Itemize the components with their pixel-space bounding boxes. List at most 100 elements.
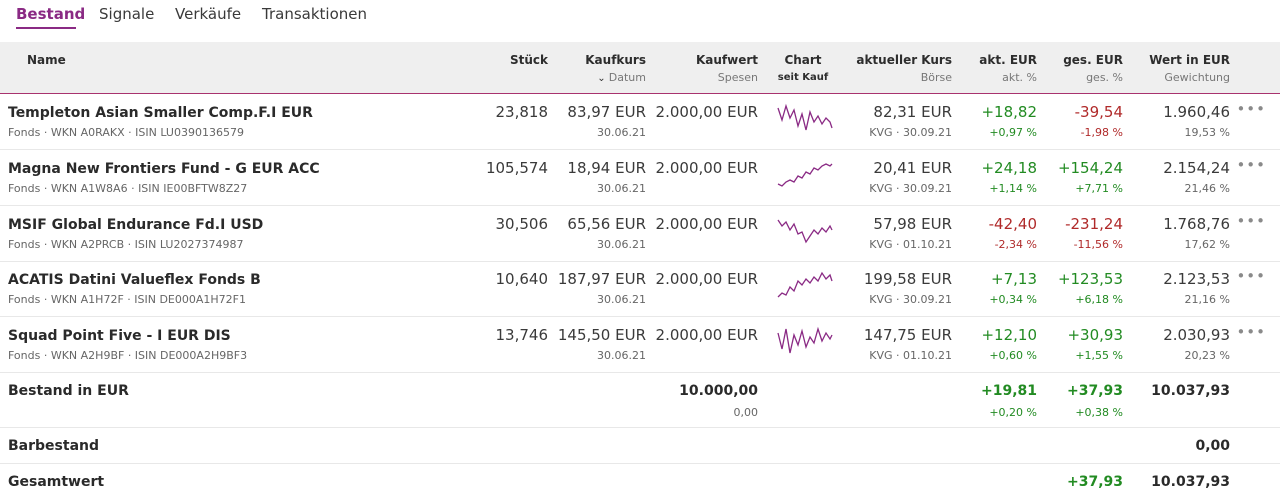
akt-eur-value: -42,40	[988, 214, 1037, 233]
kaufkurs-value: 18,94 EUR	[567, 158, 646, 177]
stueck-value: 10,640	[495, 270, 549, 289]
kaufwert-value: 2.000,00 EUR	[655, 214, 758, 233]
gewichtung-value: 17,62 %	[1184, 237, 1230, 251]
kaufdatum-value: 30.06.21	[597, 237, 646, 251]
more-horizontal-icon[interactable]: •••	[1236, 267, 1266, 286]
fund-name[interactable]: Squad Point Five - I EUR DIS	[8, 328, 231, 345]
barbestand-wert: 0,00	[1195, 438, 1230, 454]
ges-eur-value: -231,24	[1065, 214, 1123, 233]
tab-verkaeufe[interactable]: Verkäufe	[175, 5, 242, 23]
active-tab-indicator	[16, 27, 76, 29]
performance-sparkline[interactable]	[776, 323, 834, 359]
bestand-akt-eur: +19,81	[980, 383, 1037, 399]
tab-bar: Bestand Signale Verkäufe Transaktionen	[0, 0, 1280, 40]
col-kurs[interactable]: aktueller Kurs	[856, 53, 952, 67]
kurs-source: KVG · 30.09.21	[869, 181, 952, 195]
bestand-kaufwert: 10.000,00	[679, 383, 758, 399]
kurs-value: 199,58 EUR	[863, 270, 952, 289]
ges-eur-value: -39,54	[1074, 103, 1123, 121]
col-boerse[interactable]: Börse	[920, 71, 952, 84]
col-kaufkurs[interactable]: Kaufkurs	[585, 53, 646, 67]
fund-identifiers: Fonds · WKN A1W8A6 · ISIN IE00BFTW8Z27	[8, 181, 248, 195]
sparkline-path	[777, 272, 833, 298]
table-row[interactable]: Magna New Frontiers Fund - G EUR ACC Fond…	[0, 150, 1280, 206]
akt-eur-value: +24,18	[981, 158, 1037, 177]
wert-value: 2.123,53	[1163, 270, 1230, 289]
col-akt-eur[interactable]: akt. EUR	[979, 53, 1037, 67]
bestand-label: Bestand in EUR	[8, 383, 129, 399]
stueck-value: 13,746	[495, 326, 549, 345]
col-chart[interactable]: Chart	[784, 53, 822, 67]
kaufkurs-value: 145,50 EUR	[557, 326, 646, 345]
fund-identifiers: Fonds · WKN A2H9BF · ISIN DE000A2H9BF3	[8, 349, 248, 363]
col-akt-pct[interactable]: akt. %	[1002, 71, 1037, 84]
gesamt-wert: 10.037,93	[1151, 474, 1230, 490]
more-horizontal-icon[interactable]: •••	[1236, 211, 1266, 230]
more-horizontal-icon[interactable]: •••	[1236, 323, 1266, 342]
wert-value: 1.960,46	[1163, 103, 1230, 121]
col-spesen[interactable]: Spesen	[717, 71, 758, 84]
fund-name[interactable]: MSIF Global Endurance Fd.I USD	[8, 216, 264, 233]
wert-value: 1.768,76	[1163, 214, 1230, 233]
gewichtung-value: 20,23 %	[1184, 349, 1230, 363]
stueck-value: 30,506	[495, 214, 549, 233]
kaufwert-value: 2.000,00 EUR	[655, 270, 758, 289]
tab-signale[interactable]: Signale	[99, 5, 155, 23]
kaufkurs-value: 83,97 EUR	[567, 103, 646, 121]
ges-eur-value: +30,93	[1067, 326, 1123, 345]
sort-chevron-icon: ⌄	[597, 73, 609, 84]
fund-name[interactable]: ACATIS Datini Valueflex Fonds B	[8, 272, 261, 289]
ges-pct-value: +7,71 %	[1075, 181, 1123, 195]
table-row[interactable]: ACATIS Datini Valueflex Fonds B Fonds · W…	[0, 261, 1280, 318]
akt-pct-value: +0,34 %	[989, 293, 1037, 307]
kaufdatum-value: 30.06.21	[597, 126, 646, 139]
more-horizontal-icon[interactable]: •••	[1236, 100, 1266, 118]
summary-barbestand-row: Barbestand 0,00	[0, 428, 1280, 464]
bestand-ges-eur: +37,93	[1066, 383, 1123, 399]
more-horizontal-icon[interactable]: •••	[1236, 155, 1266, 174]
ges-pct-value: +1,55 %	[1075, 349, 1123, 363]
col-ges-eur[interactable]: ges. EUR	[1063, 53, 1123, 67]
performance-sparkline[interactable]	[776, 100, 834, 136]
gesamt-ges-eur: +37,93	[1066, 474, 1123, 490]
akt-eur-value: +7,13	[991, 270, 1037, 289]
col-datum[interactable]: ⌄ Datum	[597, 71, 646, 84]
summary-bestand-row: Bestand in EUR 10.000,00 0,00 +19,81 +0,…	[0, 373, 1280, 428]
col-kaufwert[interactable]: Kaufwert	[695, 53, 758, 67]
performance-sparkline[interactable]	[776, 156, 834, 192]
ges-eur-value: +123,53	[1057, 270, 1123, 289]
col-wert[interactable]: Wert in EUR	[1149, 53, 1230, 67]
kaufkurs-value: 65,56 EUR	[567, 214, 646, 233]
tab-transaktionen[interactable]: Transaktionen	[262, 5, 367, 23]
summary-gesamt-row: Gesamtwert +37,93 10.037,93	[0, 464, 1280, 497]
sparkline-path	[777, 103, 833, 131]
fund-name[interactable]: Templeton Asian Smaller Comp.F.I EUR	[8, 105, 313, 121]
akt-pct-value: +0,97 %	[989, 126, 1037, 139]
col-name[interactable]: Name	[27, 53, 66, 67]
tab-bestand[interactable]: Bestand	[16, 5, 86, 23]
gewichtung-value: 21,16 %	[1184, 293, 1230, 307]
bestand-ges-pct: +0,38 %	[1075, 406, 1123, 419]
col-ges-pct[interactable]: ges. %	[1086, 71, 1123, 84]
fund-name[interactable]: Magna New Frontiers Fund - G EUR ACC	[8, 160, 320, 177]
col-gewichtung[interactable]: Gewichtung	[1164, 71, 1230, 84]
barbestand-label: Barbestand	[8, 438, 99, 454]
table-header: Name Stück Kaufkurs ⌄ Datum Kaufwert Spe…	[0, 42, 1280, 94]
stueck-value: 105,574	[485, 158, 548, 177]
fund-identifiers: Fonds · WKN A2PRCB · ISIN LU2027374987	[8, 237, 244, 251]
kurs-value: 57,98 EUR	[873, 214, 952, 233]
table-row[interactable]: Squad Point Five - I EUR DIS Fonds · WKN …	[0, 317, 1280, 374]
bestand-wert: 10.037,93	[1151, 383, 1230, 399]
fund-identifiers: Fonds · WKN A1H72F · ISIN DE000A1H72F1	[8, 293, 246, 307]
col-stueck[interactable]: Stück	[509, 53, 548, 67]
sparkline-path	[777, 326, 833, 354]
ges-pct-value: -11,56 %	[1073, 237, 1123, 251]
col-chart-sub: seit Kauf	[777, 72, 829, 83]
performance-sparkline[interactable]	[776, 267, 834, 303]
akt-pct-value: +0,60 %	[989, 349, 1037, 363]
performance-sparkline[interactable]	[776, 212, 834, 248]
table-row[interactable]: MSIF Global Endurance Fd.I USD Fonds · WK…	[0, 206, 1280, 262]
kaufwert-value: 2.000,00 EUR	[655, 326, 758, 345]
table-row[interactable]: Templeton Asian Smaller Comp.F.I EUR Fond…	[0, 94, 1280, 150]
gesamt-label: Gesamtwert	[8, 474, 105, 490]
